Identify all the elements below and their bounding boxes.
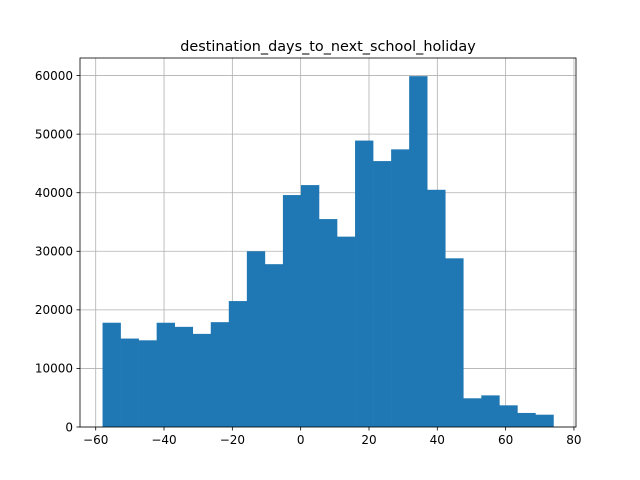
histogram-bar <box>391 149 410 427</box>
histogram-bar <box>427 189 446 427</box>
y-tick-label: 10000 <box>35 362 73 376</box>
histogram-bar <box>264 264 284 427</box>
histogram-bar <box>300 185 320 427</box>
y-tick-label: 50000 <box>35 127 73 141</box>
histogram-bar <box>192 333 212 427</box>
histogram-bar <box>282 195 302 427</box>
histogram-bar <box>463 398 482 427</box>
bars-layer <box>102 76 554 428</box>
chart-title: destination_days_to_next_school_holiday <box>180 39 476 55</box>
axes-frame <box>79 57 577 428</box>
x-tick-label: 80 <box>566 433 581 447</box>
y-tick-label: 40000 <box>35 186 73 200</box>
x-tick-label: 60 <box>498 433 513 447</box>
histogram-bar <box>481 395 500 427</box>
x-tick-label: −20 <box>220 433 245 447</box>
y-tick-label: 20000 <box>35 303 73 317</box>
y-tick-label: 0 <box>65 420 73 434</box>
histogram-bar <box>174 326 194 427</box>
x-tick-label: 0 <box>297 433 305 447</box>
histogram-bar <box>228 301 248 427</box>
ticks-layer: −60 −40 −20 0 20 40 60 80 0 10000 20000 30000 40000 5… <box>35 69 582 447</box>
histogram-bar <box>409 76 428 428</box>
x-tick-label: 20 <box>361 433 376 447</box>
histogram-bar <box>318 219 338 427</box>
histogram-bar <box>499 405 518 427</box>
y-tick-label: 30000 <box>35 245 73 259</box>
histogram-bar <box>355 140 374 428</box>
x-tick-label: −60 <box>83 433 108 447</box>
histogram-bar <box>246 251 266 427</box>
histogram-bar <box>210 322 230 427</box>
histogram-bar <box>445 258 464 427</box>
histogram-bar <box>337 236 356 427</box>
histogram-bar <box>517 412 536 427</box>
histogram-bar <box>138 340 157 427</box>
histogram-bar <box>102 322 121 427</box>
histogram-bar <box>120 338 139 427</box>
y-tick-label: 60000 <box>35 69 73 83</box>
x-tick-label: 40 <box>430 433 445 447</box>
histogram-bar <box>535 414 554 427</box>
histogram-bar <box>156 322 175 427</box>
histogram-bar <box>373 161 392 428</box>
x-tick-label: −40 <box>151 433 176 447</box>
